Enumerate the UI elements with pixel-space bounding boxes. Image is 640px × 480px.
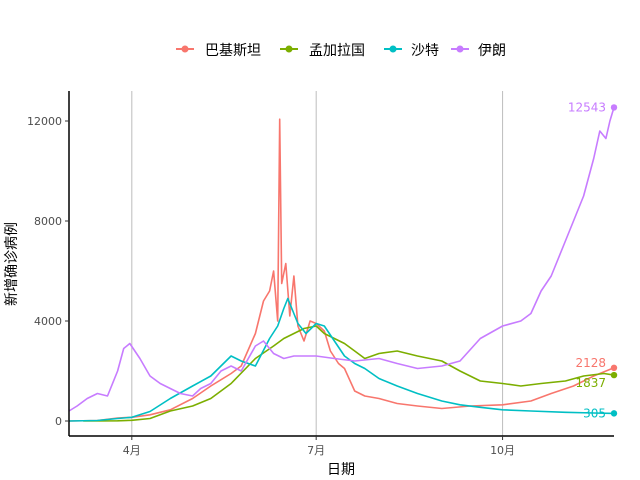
- y-axis-title: 新增确诊病例: [4, 222, 20, 306]
- legend-label-iran: 伊朗: [478, 43, 506, 59]
- x-tick-label: 10月: [490, 444, 515, 457]
- series-end-point: [610, 364, 618, 371]
- series-line: [68, 107, 615, 412]
- series-end-label: 1837: [575, 376, 606, 390]
- legend-label-saudi: 沙特: [411, 43, 439, 59]
- series-line: [83, 325, 615, 422]
- y-tick-label: 0: [55, 415, 62, 428]
- legend-label-bangladesh: 孟加拉国: [309, 43, 365, 59]
- series-end-point: [610, 410, 618, 417]
- legend-key-pakistan: [181, 45, 189, 53]
- x-tick-label: 4月: [123, 444, 141, 457]
- x-tick-label: 7月: [307, 444, 325, 457]
- y-ticks: 0 4000 8000 12000: [27, 115, 69, 428]
- series-end-point: [610, 371, 618, 379]
- series-lines: [68, 107, 615, 422]
- legend-item-bangladesh: 孟加拉国: [280, 43, 365, 59]
- series-end-label: 2128: [575, 356, 606, 370]
- legend-item-saudi: 沙特: [384, 43, 439, 59]
- series-line: [68, 297, 615, 422]
- series-end-point: [610, 104, 618, 111]
- end-markers: 2128 1837 305 12543: [568, 100, 618, 420]
- y-tick-label: 8000: [34, 215, 62, 228]
- y-tick-label: 4000: [34, 315, 62, 328]
- series-end-label: 12543: [568, 100, 606, 114]
- series-line: [68, 118, 615, 422]
- legend-key-bangladesh: [285, 45, 293, 53]
- x-ticks: 4月 7月 10月: [123, 436, 515, 457]
- legend-item-pakistan: 巴基斯坦: [176, 42, 261, 59]
- series-end-label: 305: [583, 406, 606, 420]
- y-tick-label: 12000: [27, 115, 62, 128]
- gridlines: [131, 91, 504, 436]
- legend-label-pakistan: 巴基斯坦: [205, 42, 261, 59]
- x-axis-title: 日期: [327, 462, 355, 478]
- legend: 巴基斯坦 孟加拉国 沙特 伊朗: [176, 42, 506, 59]
- legend-key-saudi: [389, 45, 397, 53]
- legend-item-iran: 伊朗: [451, 43, 506, 59]
- legend-key-iran: [456, 45, 464, 53]
